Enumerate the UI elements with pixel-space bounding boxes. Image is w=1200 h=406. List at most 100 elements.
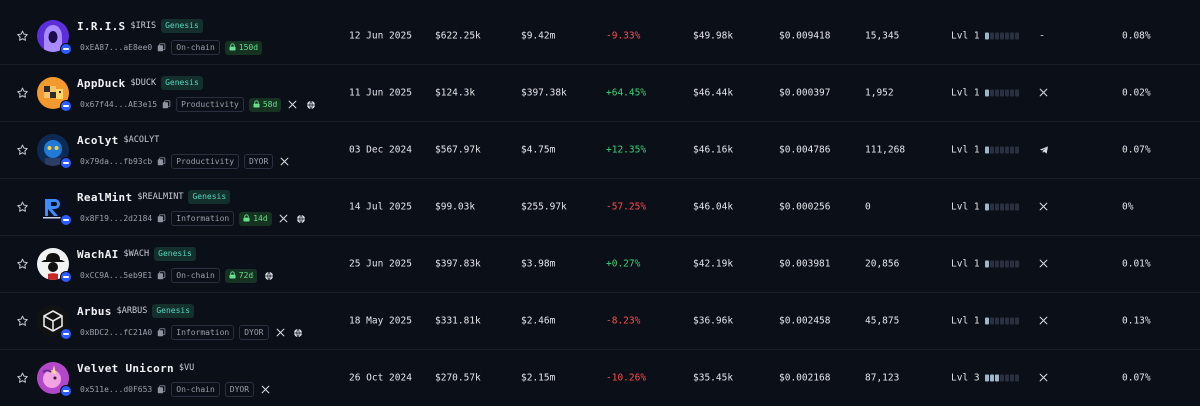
level-bar bbox=[994, 317, 999, 325]
category-chip: Productivity bbox=[176, 97, 244, 112]
percentage: 0.01% bbox=[1122, 258, 1151, 270]
chain-badge-icon bbox=[60, 157, 72, 169]
detective-icon bbox=[37, 248, 69, 280]
genesis-badge: Genesis bbox=[152, 304, 195, 318]
level-bar bbox=[989, 317, 994, 325]
level-bar bbox=[1004, 374, 1009, 382]
token-name-line: AppDuck $DUCK Genesis bbox=[77, 75, 203, 91]
avatar[interactable] bbox=[37, 134, 72, 169]
x-icon[interactable] bbox=[277, 212, 290, 225]
level-indicator: Lvl 1 bbox=[951, 259, 1019, 270]
level-label: Lvl 1 bbox=[951, 315, 980, 327]
x-icon[interactable] bbox=[286, 98, 299, 111]
contract-address: 0x67f44...AE3e15 bbox=[80, 100, 158, 109]
holders-count: 15,345 bbox=[865, 30, 900, 42]
favorite-star-icon[interactable] bbox=[16, 315, 29, 328]
copy-icon[interactable] bbox=[157, 328, 166, 337]
category-chip: Information bbox=[171, 325, 235, 340]
level-bar bbox=[1009, 32, 1014, 40]
token-name[interactable]: Acolyt bbox=[77, 133, 119, 147]
market-cap: $567.97k bbox=[435, 144, 481, 156]
copy-icon[interactable] bbox=[162, 100, 171, 109]
token-name-line: Acolyt $ACOLYT bbox=[77, 132, 159, 148]
token-name[interactable]: Velvet Unicorn bbox=[77, 361, 174, 375]
telegram-icon[interactable] bbox=[1039, 145, 1049, 155]
market-cap: $124.3k bbox=[435, 87, 476, 99]
globe-icon[interactable] bbox=[304, 98, 317, 111]
copy-icon[interactable] bbox=[157, 214, 166, 223]
table-row[interactable]: Acolyt $ACOLYT 0x79da...fb93cb Productivity… bbox=[0, 122, 1200, 179]
holders-count: 20,856 bbox=[865, 258, 900, 270]
token-name[interactable]: AppDuck bbox=[77, 76, 126, 90]
table-row[interactable]: AppDuck $DUCK Genesis 0x67f44...AE3e15 Produ… bbox=[0, 65, 1200, 122]
token-price: $0.003981 bbox=[779, 258, 831, 270]
level-bar bbox=[1004, 146, 1009, 154]
level-bar bbox=[1014, 32, 1019, 40]
lock-duration: 58d bbox=[262, 100, 278, 109]
avatar[interactable] bbox=[37, 77, 72, 112]
level-bar bbox=[999, 374, 1004, 382]
favorite-star-icon[interactable] bbox=[16, 144, 29, 157]
level-bar bbox=[1004, 89, 1009, 97]
level-bar bbox=[989, 146, 994, 154]
token-name-line: Arbus $ARBUS Genesis bbox=[77, 303, 195, 319]
favorite-star-icon[interactable] bbox=[16, 30, 29, 43]
level-bar bbox=[994, 146, 999, 154]
token-meta-line: 0xCC9A...5eb9E1 On-chain 72d bbox=[80, 268, 275, 283]
x-icon[interactable] bbox=[1039, 88, 1049, 98]
globe-icon[interactable] bbox=[262, 269, 275, 282]
copy-icon[interactable] bbox=[157, 43, 166, 52]
token-price: $0.009418 bbox=[779, 30, 831, 42]
percentage: 0% bbox=[1122, 201, 1134, 213]
copy-icon[interactable] bbox=[157, 385, 166, 394]
token-ticker: $REALMINT bbox=[137, 192, 184, 202]
x-icon[interactable] bbox=[1039, 202, 1049, 212]
level-bar bbox=[999, 260, 1004, 268]
table-row[interactable]: RealMint $REALMINT Genesis 0x8F19...2d2184 I… bbox=[0, 179, 1200, 236]
market-cap: $397.83k bbox=[435, 258, 481, 270]
x-icon[interactable] bbox=[274, 326, 287, 339]
favorite-star-icon[interactable] bbox=[16, 201, 29, 214]
copy-icon[interactable] bbox=[157, 157, 166, 166]
token-name[interactable]: I.R.I.S bbox=[77, 19, 126, 33]
avatar[interactable] bbox=[37, 20, 72, 55]
created-date: 26 Oct 2024 bbox=[349, 372, 412, 384]
x-icon[interactable] bbox=[1039, 316, 1049, 326]
table-row[interactable]: Velvet Unicorn $VU 0x511e...d0F653 On-chain… bbox=[0, 350, 1200, 406]
level-bars bbox=[984, 89, 1019, 97]
avatar[interactable] bbox=[37, 191, 72, 226]
table-row[interactable]: I.R.I.S $IRIS Genesis 0xEA87...aE8ee0 On-cha… bbox=[0, 8, 1200, 65]
favorite-star-icon[interactable] bbox=[16, 87, 29, 100]
genesis-badge: Genesis bbox=[161, 76, 203, 90]
token-name[interactable]: Arbus bbox=[77, 304, 112, 318]
token-ticker: $VU bbox=[178, 363, 195, 373]
created-date: 12 Jun 2025 bbox=[349, 30, 412, 42]
token-name[interactable]: WachAI bbox=[77, 247, 119, 261]
category-chip: On-chain bbox=[171, 268, 220, 283]
avatar[interactable] bbox=[37, 305, 72, 340]
token-meta-line: 0xEA87...aE8ee0 On-chain 150d bbox=[80, 40, 263, 55]
table-row[interactable]: WachAI $WACH Genesis 0xCC9A...5eb9E1 On-chai… bbox=[0, 236, 1200, 293]
copy-icon[interactable] bbox=[157, 271, 166, 280]
x-icon[interactable] bbox=[259, 383, 272, 396]
favorite-star-icon[interactable] bbox=[16, 372, 29, 385]
globe-icon[interactable] bbox=[295, 212, 308, 225]
level-indicator: Lvl 1 bbox=[951, 202, 1019, 213]
x-icon[interactable] bbox=[1039, 373, 1049, 383]
robot-icon bbox=[37, 134, 69, 166]
avatar[interactable] bbox=[37, 362, 72, 397]
level-bar bbox=[1009, 89, 1014, 97]
created-date: 11 Jun 2025 bbox=[349, 87, 412, 99]
level-bar bbox=[1009, 317, 1014, 325]
globe-icon[interactable] bbox=[292, 326, 305, 339]
favorite-star-icon[interactable] bbox=[16, 258, 29, 271]
x-icon[interactable] bbox=[278, 155, 291, 168]
level-indicator: Lvl 1 bbox=[951, 145, 1019, 156]
x-icon[interactable] bbox=[1039, 259, 1049, 269]
token-name[interactable]: RealMint bbox=[77, 190, 133, 204]
table-row[interactable]: Arbus $ARBUS Genesis 0xBDC2...fC21A0 Informa… bbox=[0, 293, 1200, 350]
liquidity: $49.98k bbox=[693, 30, 734, 42]
created-date: 18 May 2025 bbox=[349, 315, 412, 327]
contract-address: 0x79da...fb93cb bbox=[80, 157, 153, 166]
avatar[interactable] bbox=[37, 248, 72, 283]
